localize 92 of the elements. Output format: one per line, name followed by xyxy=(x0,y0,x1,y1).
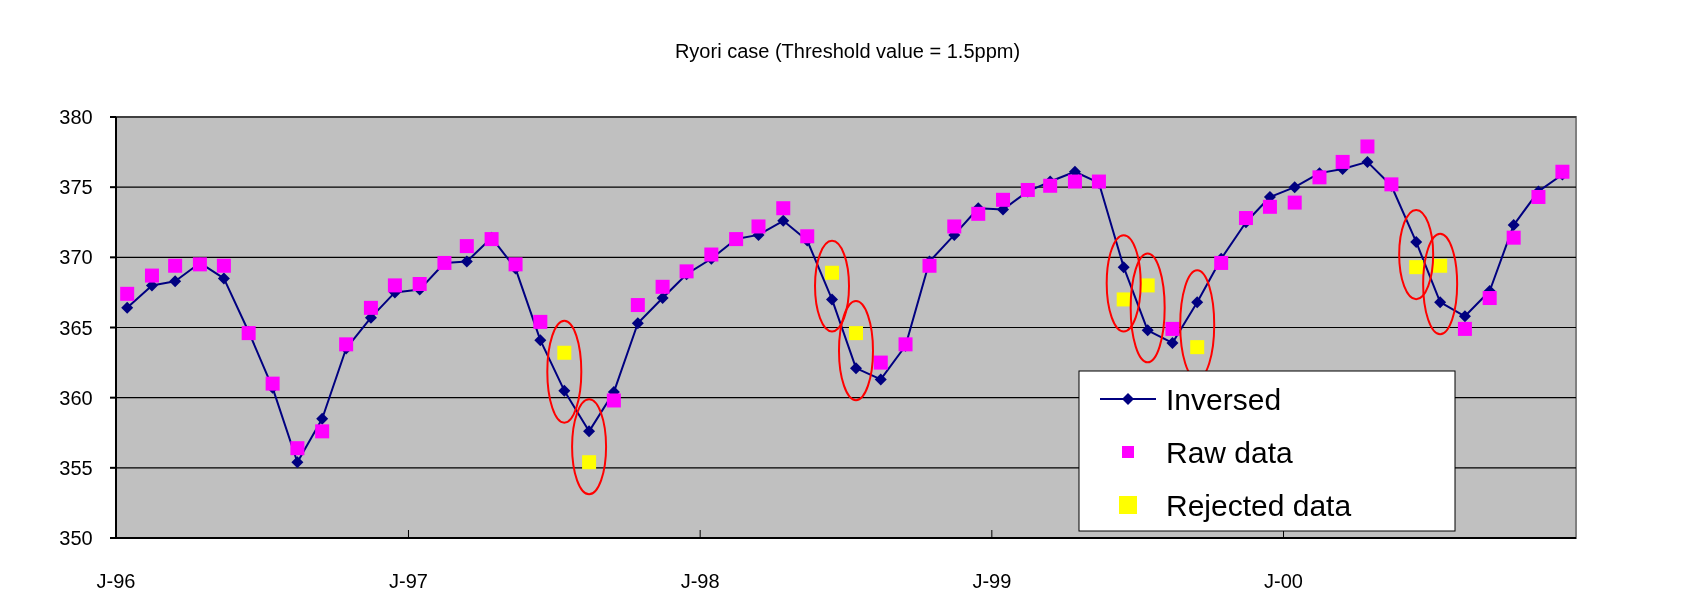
point xyxy=(776,201,791,216)
point xyxy=(533,314,548,329)
point xyxy=(290,441,305,456)
point xyxy=(1117,261,1130,274)
y-tick-label: 375 xyxy=(59,176,93,199)
point xyxy=(971,206,986,221)
point xyxy=(1140,278,1155,293)
point xyxy=(1190,340,1205,355)
point xyxy=(582,455,597,470)
point xyxy=(1458,310,1471,323)
point xyxy=(1555,164,1570,179)
point xyxy=(291,456,304,469)
point xyxy=(631,317,644,330)
point xyxy=(339,337,354,352)
point xyxy=(1335,154,1350,169)
point xyxy=(583,425,596,438)
point xyxy=(873,355,888,370)
legend-label: Inversed xyxy=(1166,382,1282,416)
point xyxy=(558,384,571,397)
point xyxy=(1482,291,1497,306)
point xyxy=(557,345,572,360)
point xyxy=(315,424,330,439)
point xyxy=(363,300,378,315)
point xyxy=(121,301,134,314)
point xyxy=(1312,170,1327,185)
point xyxy=(704,247,719,262)
point xyxy=(777,214,790,227)
x-tick-label: J-96 xyxy=(96,570,136,592)
point xyxy=(387,278,402,293)
point xyxy=(874,373,887,386)
point xyxy=(922,258,937,273)
point xyxy=(144,268,159,283)
point xyxy=(655,279,670,294)
x-tick-label: J-99 xyxy=(972,570,1012,592)
x-tick-label: J-98 xyxy=(680,570,720,592)
point xyxy=(1166,336,1179,349)
point xyxy=(168,258,183,273)
point xyxy=(826,293,839,306)
point xyxy=(1409,260,1424,275)
point xyxy=(1116,292,1131,307)
y-tick-label: 365 xyxy=(59,316,93,339)
point xyxy=(120,286,135,301)
point xyxy=(316,412,329,425)
y-tick-label: 370 xyxy=(59,246,93,269)
point xyxy=(800,229,815,244)
point xyxy=(1506,230,1521,245)
point xyxy=(1067,174,1082,189)
point xyxy=(996,192,1011,207)
x-tick-label: J-97 xyxy=(389,570,428,592)
point xyxy=(1361,155,1374,168)
point xyxy=(1262,199,1277,214)
point xyxy=(460,255,473,268)
y-tick-label: 360 xyxy=(59,386,93,409)
point xyxy=(216,258,231,273)
point xyxy=(412,277,427,291)
point xyxy=(1141,324,1154,337)
point xyxy=(217,272,230,285)
y-tick-label: 380 xyxy=(59,106,93,128)
point xyxy=(947,219,962,234)
point xyxy=(1410,235,1423,248)
point xyxy=(1214,255,1229,270)
point xyxy=(1043,178,1058,193)
point xyxy=(679,264,694,279)
point xyxy=(1531,189,1546,204)
point xyxy=(751,219,766,234)
legend-label: Raw data xyxy=(1166,435,1294,469)
point xyxy=(1165,321,1180,336)
point xyxy=(1457,321,1472,336)
point xyxy=(508,257,523,272)
point xyxy=(630,298,645,313)
point xyxy=(1434,296,1447,309)
chart-title: Ryori case (Threshold value = 1.5ppm) xyxy=(674,40,1021,62)
point xyxy=(848,326,863,341)
point xyxy=(656,292,669,305)
point xyxy=(849,362,862,375)
legend-label: Rejected data xyxy=(1166,488,1352,522)
x-tick-label: J-00 xyxy=(1264,570,1303,592)
point xyxy=(1238,211,1253,226)
point xyxy=(459,239,474,254)
point xyxy=(1360,139,1375,154)
point xyxy=(169,275,182,288)
point xyxy=(1191,296,1204,309)
point xyxy=(534,334,547,347)
point xyxy=(1433,258,1448,273)
y-tick-label: 355 xyxy=(59,456,93,479)
point xyxy=(1288,181,1301,194)
point xyxy=(606,393,621,408)
point xyxy=(1287,195,1302,210)
point xyxy=(825,265,840,280)
y-tick-label: 350 xyxy=(59,527,93,549)
point xyxy=(1507,219,1520,232)
point xyxy=(265,376,280,391)
